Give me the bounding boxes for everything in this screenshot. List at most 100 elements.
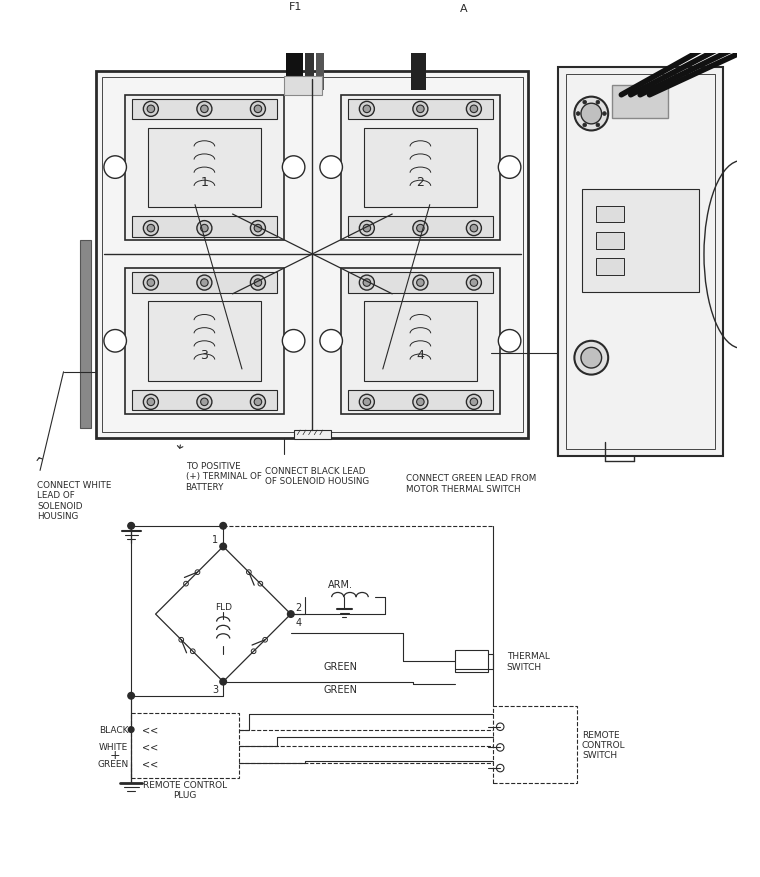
Text: GREEN: GREEN — [324, 684, 358, 695]
Circle shape — [416, 106, 424, 113]
Circle shape — [147, 106, 154, 113]
Text: 1: 1 — [201, 175, 208, 189]
Text: THERMAL
SWITCH: THERMAL SWITCH — [507, 652, 549, 671]
Circle shape — [499, 157, 521, 179]
Circle shape — [201, 225, 208, 232]
Text: CONNECT WHITE
LEAD OF
SOLENOID
HOUSING: CONNECT WHITE LEAD OF SOLENOID HOUSING — [37, 481, 112, 520]
Circle shape — [254, 280, 261, 287]
Circle shape — [583, 124, 587, 128]
Circle shape — [576, 112, 580, 117]
Circle shape — [179, 638, 184, 642]
Circle shape — [128, 727, 134, 732]
Text: ARM.: ARM. — [328, 580, 353, 589]
Bar — [286, 0, 303, 91]
Circle shape — [470, 106, 478, 113]
Bar — [492, 706, 577, 783]
Circle shape — [287, 611, 294, 617]
Bar — [284, 77, 321, 96]
Bar — [316, 21, 324, 91]
Circle shape — [413, 275, 428, 291]
Bar — [131, 713, 239, 779]
Text: F1: F1 — [289, 2, 302, 11]
Circle shape — [363, 399, 371, 406]
Circle shape — [220, 523, 226, 530]
Bar — [340, 269, 500, 415]
Circle shape — [144, 275, 158, 291]
Circle shape — [197, 395, 212, 410]
Circle shape — [359, 275, 375, 291]
Text: GREEN: GREEN — [324, 661, 358, 671]
Circle shape — [596, 101, 600, 105]
Circle shape — [195, 570, 200, 574]
Circle shape — [575, 341, 608, 375]
Text: TO POSITIVE
(+) TERMINAL OF
BATTERY: TO POSITIVE (+) TERMINAL OF BATTERY — [185, 461, 261, 491]
Circle shape — [581, 104, 602, 125]
Circle shape — [467, 103, 481, 118]
Bar — [148, 302, 261, 381]
Circle shape — [416, 225, 424, 232]
Bar — [364, 129, 477, 208]
Circle shape — [596, 124, 600, 128]
Circle shape — [128, 524, 134, 529]
Circle shape — [467, 275, 481, 291]
Circle shape — [197, 275, 212, 291]
Circle shape — [320, 157, 343, 179]
Bar — [348, 99, 492, 120]
Text: <<: << — [142, 724, 158, 735]
Circle shape — [581, 348, 602, 368]
Circle shape — [184, 581, 188, 587]
Circle shape — [254, 399, 261, 406]
Circle shape — [413, 395, 428, 410]
Text: 4: 4 — [296, 617, 302, 627]
Circle shape — [282, 157, 305, 179]
Circle shape — [416, 280, 424, 287]
Bar — [132, 217, 277, 238]
Circle shape — [254, 106, 261, 113]
Text: REMOTE
CONTROL
SWITCH: REMOTE CONTROL SWITCH — [582, 730, 625, 759]
Circle shape — [252, 649, 256, 654]
Bar — [340, 96, 500, 241]
Bar — [348, 390, 492, 410]
Circle shape — [254, 225, 261, 232]
Circle shape — [250, 395, 265, 410]
Bar — [132, 273, 277, 294]
Circle shape — [467, 395, 481, 410]
Circle shape — [144, 103, 158, 118]
Circle shape — [220, 544, 226, 550]
Text: <<: << — [142, 759, 158, 768]
Circle shape — [470, 399, 478, 406]
Bar — [97, 72, 528, 438]
Circle shape — [359, 395, 375, 410]
Circle shape — [144, 395, 158, 410]
Circle shape — [359, 221, 375, 237]
Bar — [559, 68, 723, 457]
Text: CONNECT GREEN LEAD FROM
MOTOR THERMAL SWITCH: CONNECT GREEN LEAD FROM MOTOR THERMAL SW… — [407, 474, 537, 493]
Circle shape — [144, 221, 158, 237]
Text: WHITE: WHITE — [99, 742, 128, 751]
Circle shape — [201, 399, 208, 406]
Circle shape — [470, 225, 478, 232]
Circle shape — [250, 275, 265, 291]
Circle shape — [416, 399, 424, 406]
Circle shape — [258, 581, 263, 587]
Circle shape — [282, 330, 305, 353]
Circle shape — [201, 106, 208, 113]
Circle shape — [128, 523, 135, 530]
Circle shape — [191, 649, 195, 654]
Bar — [596, 259, 624, 275]
Bar — [596, 206, 624, 224]
Text: REMOTE CONTROL
PLUG: REMOTE CONTROL PLUG — [143, 780, 226, 800]
Circle shape — [583, 101, 587, 105]
Circle shape — [147, 280, 154, 287]
Bar — [80, 241, 90, 429]
Bar — [411, 16, 426, 91]
Circle shape — [250, 103, 265, 118]
Circle shape — [147, 399, 154, 406]
Text: 4: 4 — [416, 349, 424, 362]
Circle shape — [250, 221, 265, 237]
Bar — [305, 11, 315, 91]
Circle shape — [363, 106, 371, 113]
Bar — [125, 269, 284, 415]
Circle shape — [603, 112, 606, 117]
Circle shape — [413, 221, 428, 237]
